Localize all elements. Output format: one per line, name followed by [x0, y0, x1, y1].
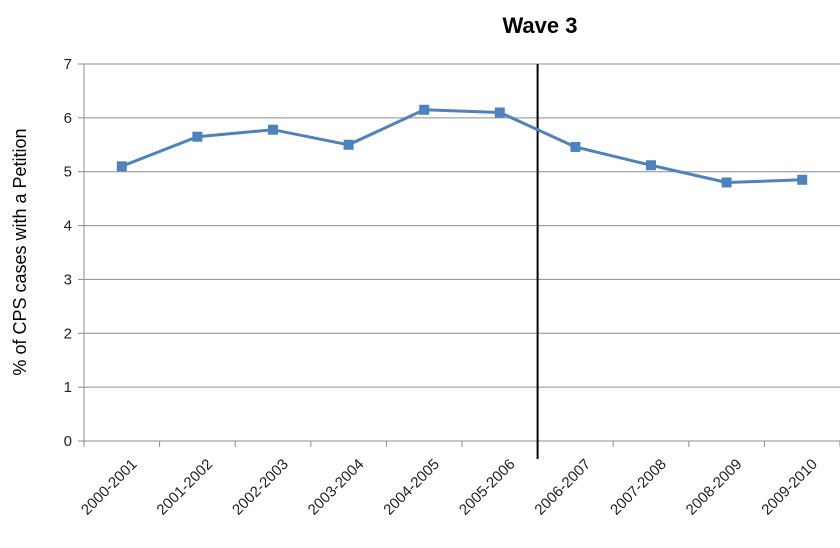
data-point-marker: [721, 177, 732, 188]
y-tick-label: 4: [64, 218, 72, 235]
data-point-marker: [343, 139, 354, 150]
x-tick-label: 2007-2008: [607, 456, 670, 519]
y-axis-ticks: 0 1 2 3 4 5 6 7: [64, 56, 84, 450]
gridlines: [84, 63, 840, 388]
data-point-marker: [646, 160, 656, 171]
x-tick-label: 2002-2003: [229, 456, 292, 519]
x-axis-ticks: 2000-2001 2001-2002 2002-2003 2003-2004 2004…: [78, 441, 840, 519]
data-point-marker: [192, 131, 203, 142]
y-axis-label: % of CPS cases with a Petition: [10, 128, 30, 375]
y-tick-label: 3: [64, 271, 72, 288]
data-point-marker: [268, 124, 278, 135]
y-tick-label: 7: [64, 56, 72, 73]
data-point-marker: [797, 174, 808, 185]
x-tick-label: 2001-2002: [153, 456, 216, 519]
x-tick-label: 2009-2010: [758, 456, 821, 519]
series-line: [121, 108, 803, 184]
data-point-marker: [570, 141, 581, 152]
x-tick-label: 2005-2006: [456, 456, 519, 519]
x-tick-label: 2003-2004: [305, 456, 368, 519]
y-tick-label: 2: [64, 325, 72, 342]
x-tick-label: 2000-2001: [78, 456, 141, 519]
x-tick-label: 2006-2007: [531, 456, 594, 519]
data-point-marker: [116, 161, 127, 172]
chart-title: Wave 3: [502, 13, 577, 38]
y-tick-label: 1: [64, 379, 72, 396]
x-tick-label: 2008-2009: [683, 456, 746, 519]
y-tick-label: 6: [64, 110, 72, 127]
data-point-marker: [419, 104, 430, 115]
data-point-marker: [494, 107, 505, 118]
x-tick-label: 2004-2005: [380, 456, 443, 519]
series-layer: [116, 104, 808, 188]
y-tick-label: 0: [64, 433, 72, 450]
y-tick-label: 5: [64, 164, 72, 181]
